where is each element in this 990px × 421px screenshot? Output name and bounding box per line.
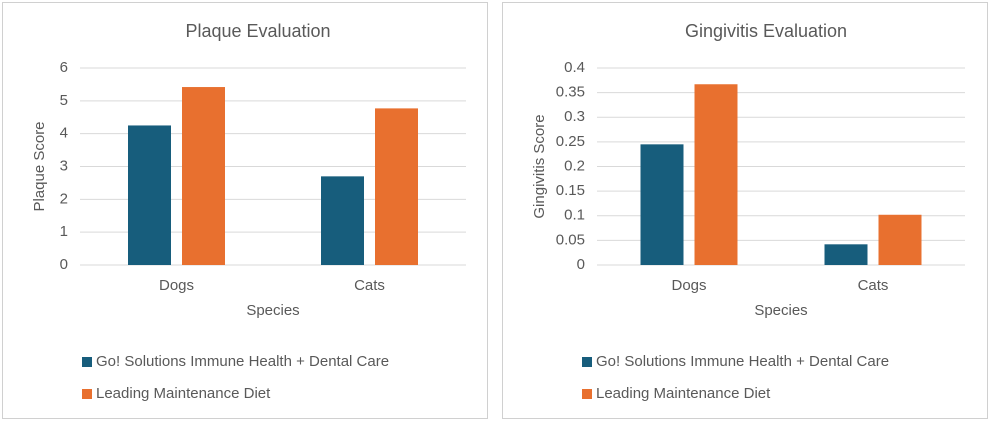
y-tick-label: 0.2 [564, 157, 585, 174]
bar [321, 176, 364, 265]
legend-label: Leading Maintenance Diet [596, 385, 771, 402]
x-tick-label: Cats [354, 277, 385, 294]
bar [640, 144, 684, 265]
legend-label: Go! Solutions Immune Health + Dental Car… [596, 353, 889, 370]
x-axis-title: Species [754, 302, 807, 319]
bar [824, 244, 868, 265]
panel [502, 2, 988, 419]
chart-title: Plaque Evaluation [185, 21, 330, 41]
x-tick-label: Cats [858, 277, 889, 294]
bar [694, 84, 738, 265]
x-tick-label: Dogs [671, 277, 706, 294]
bar [128, 125, 171, 265]
bar [375, 108, 418, 265]
y-tick-label: 5 [60, 92, 68, 109]
y-tick-label: 0 [577, 256, 585, 273]
y-tick-label: 0.4 [564, 59, 585, 76]
y-tick-label: 0.05 [556, 231, 585, 248]
y-axis-title: Plaque Score [31, 121, 48, 211]
y-tick-label: 2 [60, 190, 68, 207]
legend-swatch [582, 389, 592, 399]
legend-label: Go! Solutions Immune Health + Dental Car… [96, 353, 389, 370]
y-tick-label: 6 [60, 59, 68, 76]
y-tick-label: 0.35 [556, 84, 585, 101]
x-tick-label: Dogs [159, 277, 194, 294]
x-axis-title: Species [246, 302, 299, 319]
y-tick-label: 0 [60, 256, 68, 273]
y-tick-label: 0.15 [556, 182, 585, 199]
legend-label: Leading Maintenance Diet [96, 385, 271, 402]
y-tick-label: 0.1 [564, 207, 585, 224]
y-tick-label: 0.3 [564, 108, 585, 125]
y-tick-label: 4 [60, 125, 68, 142]
y-tick-label: 1 [60, 223, 68, 240]
legend-swatch [82, 357, 92, 367]
y-tick-label: 0.25 [556, 133, 585, 150]
legend-swatch [582, 357, 592, 367]
bar [182, 87, 225, 265]
legend-swatch [82, 389, 92, 399]
bar [878, 214, 922, 265]
y-tick-label: 3 [60, 157, 68, 174]
chart-title: Gingivitis Evaluation [685, 21, 847, 41]
y-axis-title: Gingivitis Score [531, 114, 548, 218]
